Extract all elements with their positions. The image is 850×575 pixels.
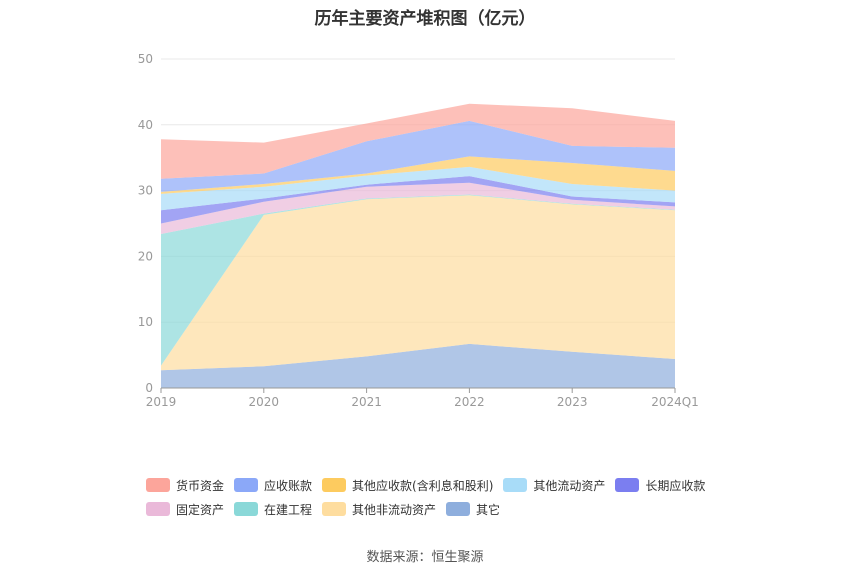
y-tick-label: 0 [145, 381, 153, 395]
legend-label: 应收账款 [264, 478, 313, 493]
source-note: 数据来源：恒生聚源 [366, 550, 484, 565]
x-tick-label: 2024Q1 [651, 395, 699, 409]
area-series [161, 176, 675, 224]
legend-row: 固定资产 在建工程 其他非流动资产 其它 [146, 497, 746, 521]
y-tick-label: 50 [138, 52, 153, 66]
y-tick-label: 20 [138, 249, 153, 263]
x-tick-label: 2023 [557, 395, 588, 409]
area-series [161, 120, 675, 192]
legend-swatch [322, 478, 347, 492]
x-tick-label: 2019 [146, 395, 177, 409]
y-tick-label: 10 [138, 315, 153, 329]
x-tick-label: 2022 [454, 395, 485, 409]
legend-item[interactable]: 长期应收款 [615, 477, 705, 494]
legend-label: 长期应收款 [645, 478, 706, 493]
legend-label: 其他非流动资产 [352, 502, 437, 517]
x-tick-label: 2020 [249, 395, 280, 409]
legend-swatch [446, 502, 471, 516]
legend-item[interactable]: 其他流动资产 [503, 477, 605, 494]
legend-item[interactable]: 其他非流动资产 [322, 501, 436, 518]
area-series [161, 156, 675, 194]
legend-swatch [234, 502, 259, 516]
legend-item[interactable]: 应收账款 [234, 477, 312, 494]
legend-label: 固定资产 [176, 502, 225, 517]
legend-swatch [146, 478, 170, 492]
area-series [161, 343, 675, 388]
area-series [161, 166, 675, 211]
legend-row: 货币资金 应收账款 其他应收款(含利息和股利) 其他流动资产 长期应收款 [146, 473, 746, 497]
legend-label: 在建工程 [264, 502, 313, 517]
legend-swatch [146, 502, 170, 516]
y-tick-label: 40 [138, 118, 153, 132]
x-tick-label: 2021 [351, 395, 382, 409]
legend: 货币资金 应收账款 其他应收款(含利息和股利) 其他流动资产 长期应收款固定资产 在建工程… [146, 473, 746, 521]
area-series [161, 195, 675, 371]
legend-item[interactable]: 其它 [446, 501, 500, 518]
legend-swatch [615, 478, 640, 492]
legend-item[interactable]: 货币资金 [146, 477, 224, 494]
area-series [161, 182, 675, 234]
area-series [161, 103, 675, 179]
legend-swatch [234, 478, 259, 492]
legend-label: 货币资金 [176, 478, 225, 493]
legend-swatch [503, 478, 528, 492]
legend-swatch [322, 502, 347, 516]
legend-item[interactable]: 其他应收款(含利息和股利) [322, 477, 493, 494]
chart-title: 历年主要资产堆积图（亿元） [314, 9, 536, 29]
legend-label: 其他应收款(含利息和股利) [352, 478, 494, 493]
legend-label: 其它 [476, 502, 501, 517]
legend-item[interactable]: 在建工程 [234, 501, 312, 518]
y-tick-label: 30 [138, 184, 153, 198]
legend-item[interactable]: 固定资产 [146, 501, 224, 518]
legend-label: 其他流动资产 [533, 478, 606, 493]
